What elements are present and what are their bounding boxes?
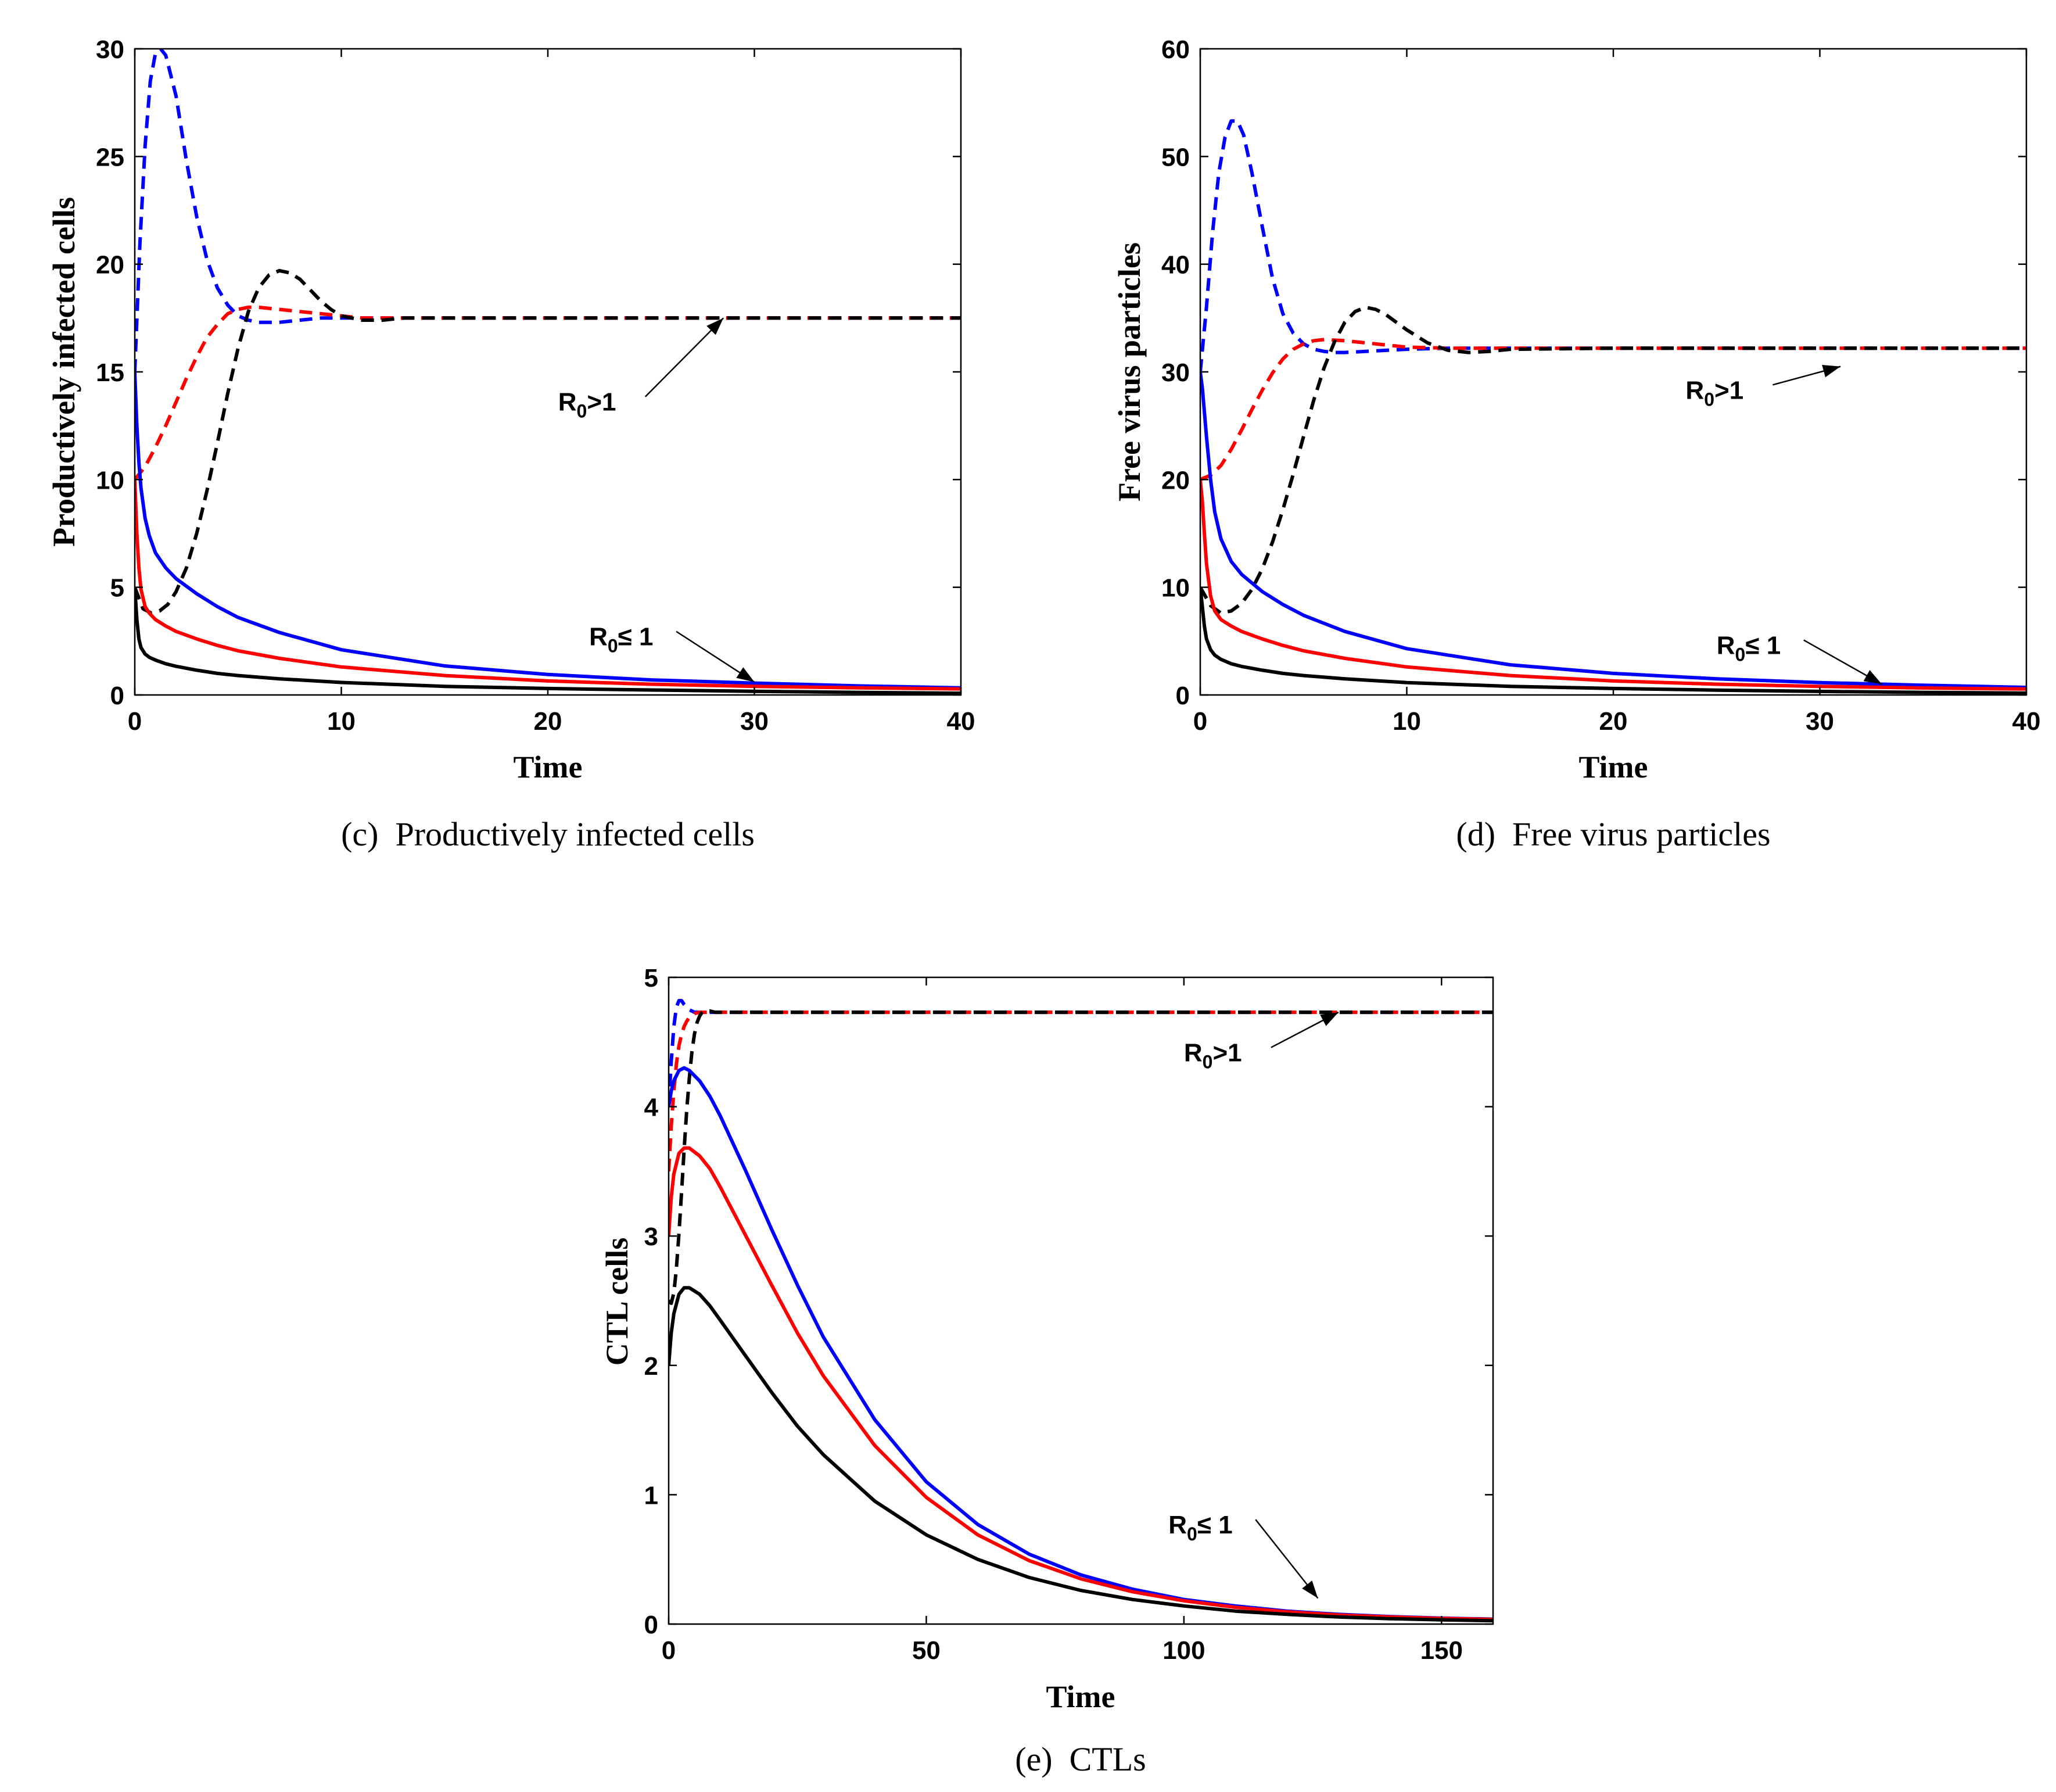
- annotation-arrowhead-e-0: [1320, 1012, 1339, 1026]
- annotation-arrowhead-d-0: [1822, 364, 1841, 378]
- series-line-e-1: [669, 1010, 1493, 1172]
- x-tick-label: 30: [1806, 707, 1834, 736]
- annotation-label-c-1: R0≤ 1: [589, 623, 653, 657]
- x-tick-label: 100: [1162, 1636, 1205, 1665]
- plot-frame-d: [1199, 48, 2028, 696]
- y-axis-label-e: CTL cells: [600, 1238, 634, 1366]
- y-tick-label: 0: [110, 682, 124, 710]
- series-line-c-5: [135, 587, 961, 695]
- y-tick-label: 60: [1161, 35, 1190, 64]
- annotation-label-d-0: R0>1: [1685, 376, 1743, 410]
- annotation-arrowhead-c-1: [736, 667, 755, 682]
- x-tick-label: 0: [128, 707, 142, 736]
- ticks-c: 0 10 20 30 40 0 5 10 15 20 25 30: [96, 35, 975, 736]
- ticks-d: 0 10 20 30 40 0 10 20 30 40 50 60: [1161, 35, 2040, 736]
- caption-c: (c) Productively infected cells: [341, 815, 755, 853]
- y-tick-label: 3: [644, 1223, 658, 1251]
- x-tick-label: 20: [534, 707, 562, 736]
- x-tick-label: 40: [947, 707, 975, 736]
- annotation-label-e-0: R0>1: [1184, 1039, 1242, 1073]
- series-line-d-0: [1200, 119, 2026, 372]
- x-tick-label: 150: [1420, 1636, 1463, 1665]
- series-line-e-3: [669, 1066, 1493, 1621]
- plot-lines-c: [135, 49, 961, 695]
- series-line-d-2: [1200, 305, 2026, 615]
- series-line-c-1: [135, 305, 961, 481]
- y-tick-label: 25: [96, 143, 124, 171]
- x-axis-label-e: Time: [1046, 1679, 1115, 1714]
- annotation-arrowhead-d-1: [1863, 670, 1882, 684]
- plot-lines-e: [669, 999, 1493, 1623]
- x-axis-label-d: Time: [1579, 750, 1648, 784]
- ticks-e: 0 50 100 150 0 1 2 3 4 5: [644, 964, 1493, 1665]
- series-line-e-5: [669, 1286, 1493, 1623]
- series-line-e-2: [669, 1009, 1493, 1305]
- y-tick-label: 10: [96, 466, 124, 494]
- y-tick-label: 4: [644, 1094, 659, 1122]
- y-tick-label: 20: [1161, 466, 1190, 494]
- y-tick-label: 0: [644, 1611, 658, 1639]
- x-tick-label: 10: [1393, 707, 1421, 736]
- chart-panel-e: 0 50 100 150 0 1 2 3 4 5 Time CTL cells R0>1 R0≤ 1…: [600, 964, 1494, 1778]
- annotation-arrowhead-e-1: [1302, 1580, 1318, 1599]
- series-line-d-5: [1200, 587, 2026, 695]
- y-tick-label: 5: [644, 964, 658, 992]
- x-tick-label: 0: [1193, 707, 1207, 736]
- annotations-e: R0>1 R0≤ 1: [1168, 1011, 1339, 1599]
- chart-panel-c: 0 10 20 30 40 0 5 10 15 20 25 30 Time Productively …: [46, 35, 975, 853]
- y-axis-label-d: Free virus particles: [1112, 242, 1147, 501]
- y-tick-label: 40: [1161, 251, 1190, 279]
- y-axis-label-c: Productively infected cells: [46, 197, 81, 547]
- annotations-d: R0>1 R0≤ 1: [1685, 364, 1882, 685]
- plot-frame-e: [668, 976, 1494, 1625]
- x-tick-label: 50: [912, 1636, 941, 1665]
- annotation-label-c-0: R0>1: [558, 388, 616, 422]
- x-tick-label: 30: [740, 707, 769, 736]
- caption-d: (d) Free virus particles: [1456, 815, 1770, 853]
- annotation-arrowhead-c-0: [706, 318, 724, 335]
- y-tick-label: 10: [1161, 574, 1190, 603]
- series-line-d-1: [1200, 338, 2026, 482]
- y-tick-label: 30: [1161, 359, 1190, 387]
- x-tick-label: 10: [327, 707, 356, 736]
- y-tick-label: 15: [96, 359, 124, 387]
- series-line-c-3: [135, 371, 961, 690]
- y-tick-label: 20: [96, 251, 124, 279]
- x-tick-label: 0: [662, 1636, 676, 1665]
- x-tick-label: 20: [1599, 707, 1628, 736]
- series-line-e-0: [669, 999, 1493, 1107]
- y-tick-label: 5: [110, 574, 124, 603]
- series-line-d-3: [1200, 371, 2026, 689]
- series-line-c-2: [135, 268, 961, 615]
- y-tick-label: 50: [1161, 143, 1190, 171]
- y-tick-label: 1: [644, 1481, 658, 1510]
- plot-frame-c: [134, 48, 962, 696]
- plot-lines-d: [1200, 119, 2026, 695]
- y-tick-label: 2: [644, 1352, 658, 1381]
- series-line-e-4: [669, 1146, 1493, 1621]
- y-tick-label: 30: [96, 35, 124, 64]
- annotations-c: R0>1 R0≤ 1: [558, 317, 755, 683]
- chart-panel-d: 0 10 20 30 40 0 10 20 30 40 50 60 Time Free virus p…: [1112, 35, 2040, 853]
- series-line-c-0: [135, 49, 961, 372]
- series-line-d-4: [1200, 479, 2026, 691]
- annotation-label-d-1: R0≤ 1: [1717, 632, 1781, 665]
- y-tick-label: 0: [1176, 682, 1190, 710]
- x-axis-label-c: Time: [514, 750, 583, 784]
- annotation-arrow-c-0: [644, 317, 724, 397]
- annotation-label-e-1: R0≤ 1: [1168, 1511, 1232, 1544]
- series-line-c-4: [135, 479, 961, 691]
- caption-e: (e) CTLs: [1015, 1740, 1146, 1778]
- x-tick-label: 40: [2012, 707, 2041, 736]
